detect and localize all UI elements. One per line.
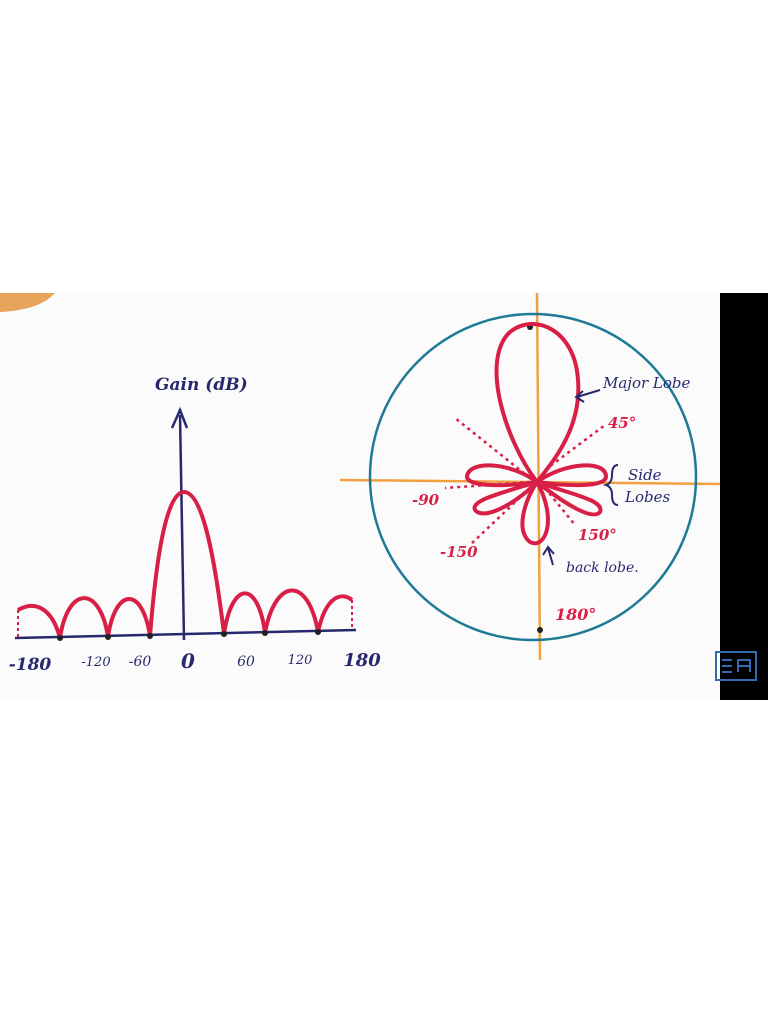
logo <box>715 651 757 681</box>
x-tick-label: -60 <box>129 654 152 670</box>
x-tick-label: 0 <box>181 649 195 673</box>
major-arrow <box>574 389 601 403</box>
y-axis-label: Gain (dB) <box>155 375 248 395</box>
back-arrow <box>542 545 555 566</box>
polar-circle <box>368 312 698 642</box>
x-tick-label: 180 <box>343 650 381 671</box>
x-tick-label: 120 <box>288 653 313 668</box>
vertical-axis <box>535 292 542 661</box>
angle-guides <box>444 417 606 546</box>
angle-label: 180° <box>555 605 596 624</box>
frame <box>0 293 720 700</box>
x-tick-label: -180 <box>9 655 52 675</box>
point-180 <box>537 627 543 633</box>
nulls <box>57 629 321 641</box>
back-lobe <box>520 478 550 546</box>
side-lobes-label: Lobes <box>624 488 670 506</box>
x-axis <box>14 628 357 640</box>
angle-label: 45° <box>608 414 636 432</box>
x-tick-label: 60 <box>237 654 255 670</box>
cut-lines <box>17 600 353 638</box>
major-lobe <box>494 322 581 486</box>
back-lobe-label: back lobe. <box>566 560 639 576</box>
logo-mark <box>722 659 751 673</box>
corner-blob <box>0 293 55 312</box>
brace <box>602 464 619 506</box>
angle-label: -150 <box>440 543 478 561</box>
angle-label: -90 <box>412 491 440 509</box>
rectangular-plot: Gain (dB) -180 -120 -60 0 60 120 180 <box>9 375 382 675</box>
y-axis <box>178 414 186 641</box>
major-lobe-label: Major Lobe <box>602 374 691 392</box>
side-lobes-label: Side <box>628 466 662 484</box>
polar-plot: Major Lobe Side Lobes back lobe. 45° -90… <box>339 292 721 661</box>
angle-label: 150° <box>578 526 617 544</box>
x-tick-label: -120 <box>81 655 110 670</box>
gain-curve <box>16 489 354 639</box>
side-bar <box>720 293 768 700</box>
y-axis-arrow <box>170 406 189 429</box>
